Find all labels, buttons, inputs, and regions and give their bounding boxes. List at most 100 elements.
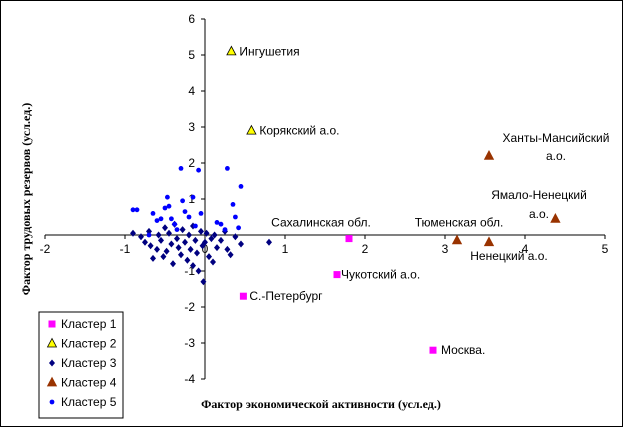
cluster-1-point	[333, 271, 341, 279]
cluster-3-point	[155, 231, 162, 239]
cluster-5-point	[134, 207, 140, 213]
point-label-line: а.о.	[546, 149, 566, 163]
point-label: Корякский а.о.	[259, 124, 339, 138]
legend-marker	[49, 359, 55, 367]
cluster-5-point	[198, 211, 204, 216]
y-tick-label: -4	[184, 372, 195, 386]
data-points	[130, 45, 561, 354]
cluster-5-point	[162, 205, 168, 211]
cluster-3-point	[202, 238, 208, 246]
cluster-3-point	[162, 224, 168, 232]
cluster-5-point	[218, 221, 224, 227]
cluster-3-point	[163, 247, 170, 255]
cluster-5-point	[154, 218, 160, 224]
legend-item: Кластер 3	[49, 356, 117, 370]
cluster-3-point	[166, 229, 172, 237]
cluster-3-point	[266, 238, 272, 246]
x-tick-label: 4	[522, 242, 529, 256]
cluster-5-point	[158, 216, 164, 222]
cluster-3-point	[200, 278, 207, 286]
cluster-5-point	[150, 211, 156, 216]
legend-label: Кластер 4	[61, 376, 117, 390]
point-label: С.-Петербург	[249, 289, 323, 303]
legend-marker	[49, 399, 55, 405]
y-tick-label: -2	[184, 300, 195, 314]
point-label-wrapped: Ханты-Мансийский а.о.	[503, 131, 610, 163]
legend-marker	[46, 376, 58, 387]
cluster-3-point	[190, 262, 196, 270]
x-tick-label: 5	[602, 242, 609, 256]
cluster-3-point	[168, 240, 175, 248]
cluster-3-point	[186, 231, 192, 239]
cluster-5-point	[186, 214, 192, 220]
cluster-5-point	[169, 216, 174, 222]
point-labels: Сахалинская обл. Чукотский а.о. С.-Петербу…	[239, 44, 609, 357]
cluster-5-point	[222, 227, 228, 233]
cluster-3-point	[208, 235, 215, 243]
cluster-3-point	[142, 238, 148, 246]
cluster-5-point	[172, 221, 178, 227]
y-tick-label: 5	[188, 48, 195, 62]
x-tick-label: -1	[120, 242, 131, 256]
cluster-3-point	[174, 235, 180, 243]
cluster-3-point	[138, 233, 144, 241]
cluster-3-point	[214, 244, 220, 252]
cluster-4-point	[451, 234, 463, 245]
cluster-1-point	[429, 346, 437, 354]
cluster-3-point	[194, 249, 200, 257]
point-label: Москва.	[441, 343, 485, 357]
cluster-5-point	[174, 227, 180, 233]
legend-label: Кластер 1	[61, 317, 117, 331]
legend-item: Кластер 2	[46, 337, 117, 351]
cluster-5-point	[165, 194, 170, 200]
y-tick-label: 6	[188, 12, 195, 26]
cluster-3-point	[158, 236, 164, 244]
cluster-4-point	[550, 212, 561, 223]
cluster-5-point	[236, 225, 242, 231]
cluster-4-point	[483, 149, 495, 160]
cluster-5-point	[146, 232, 152, 238]
cluster-3-point	[218, 236, 224, 244]
point-label: Сахалинская обл.	[271, 216, 371, 230]
legend-label: Кластер 5	[61, 395, 117, 409]
cluster-4-point	[483, 236, 495, 247]
cluster-3-point	[206, 253, 212, 261]
cluster-5-point	[238, 184, 244, 189]
cluster-3-point	[160, 253, 167, 261]
cluster-5-point	[214, 220, 220, 225]
legend-item: Кластер 1	[48, 317, 117, 331]
x-axis-title: Фактор экономической активности (усл.ед.…	[201, 397, 441, 411]
x-tick-label: 3	[442, 242, 449, 256]
cluster-5-point	[178, 166, 184, 171]
y-tick-label: -1	[184, 264, 195, 278]
cluster-3-point	[184, 256, 191, 264]
cluster-3-point	[170, 260, 176, 268]
cluster-3-point	[210, 258, 216, 266]
point-label: Ненецкий а.о.	[470, 249, 548, 263]
cluster-3-point	[192, 236, 199, 244]
point-label-line: Ямало-Ненецкий	[491, 188, 587, 202]
cluster-3-point	[147, 242, 154, 250]
x-tick-label: 0	[202, 242, 209, 256]
y-tick-label: 2	[188, 156, 195, 170]
legend-item: Кластер 4	[46, 376, 117, 390]
point-label-wrapped: Ямало-Ненецкий а.о.	[491, 188, 587, 221]
legend-marker	[46, 337, 58, 348]
cluster-5-point	[196, 167, 202, 173]
cluster-5-point	[190, 194, 196, 200]
cluster-5-point	[166, 203, 172, 209]
cluster-3-point	[182, 238, 188, 246]
cluster-3-point	[178, 251, 184, 259]
point-label: Чукотский а.о.	[341, 268, 420, 282]
y-tick-label: 4	[188, 84, 195, 98]
x-tick-label: -2	[40, 242, 51, 256]
x-tick-label: 2	[362, 242, 369, 256]
y-axis-title: Фактор трудовых резервов (усл.ед.)	[19, 103, 33, 295]
cluster-5-point	[233, 214, 238, 220]
legend-label: Кластер 3	[61, 356, 117, 370]
cluster-3-point	[211, 231, 218, 239]
point-label-line: Ханты-Мансийский	[503, 131, 610, 145]
y-tick-label: 3	[188, 120, 195, 134]
cluster-5-point	[225, 166, 230, 171]
